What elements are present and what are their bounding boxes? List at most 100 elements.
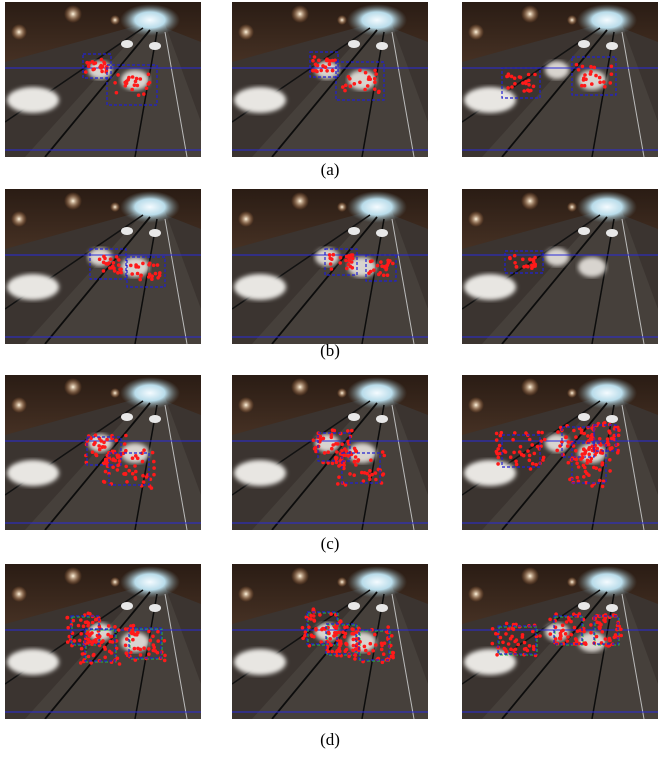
feature-point <box>152 466 156 470</box>
feature-point <box>600 463 604 467</box>
feature-point <box>82 624 86 628</box>
feature-point <box>142 646 146 650</box>
feature-point <box>327 631 331 635</box>
feature-point <box>147 647 151 651</box>
feature-point <box>335 626 339 630</box>
caption: (d) <box>320 730 340 749</box>
feature-point <box>508 257 512 261</box>
feature-point <box>513 261 517 265</box>
feature-point <box>123 442 127 446</box>
feature-point <box>530 443 534 447</box>
feature-point <box>331 443 335 447</box>
feature-point <box>518 75 522 79</box>
feature-point <box>504 450 508 454</box>
feature-point <box>95 454 99 458</box>
feature-point <box>368 474 372 478</box>
feature-point <box>136 272 140 276</box>
feature-point <box>575 63 579 67</box>
caption: (c) <box>321 534 340 553</box>
feature-point <box>136 84 140 88</box>
image-panel <box>232 375 428 530</box>
feature-point <box>610 437 614 441</box>
feature-point <box>362 479 366 483</box>
feature-point <box>328 637 332 641</box>
feature-point <box>619 634 623 638</box>
feature-point <box>580 429 584 433</box>
feature-point <box>513 82 517 86</box>
feature-point <box>66 640 70 644</box>
feature-point <box>617 428 621 432</box>
feature-point <box>372 268 376 272</box>
feature-point <box>599 451 603 455</box>
feature-point <box>103 647 107 651</box>
feature-point <box>391 262 395 266</box>
feature-point <box>496 447 500 451</box>
feature-point <box>526 649 530 653</box>
feature-point <box>125 480 129 484</box>
feature-point <box>326 461 330 465</box>
feature-point <box>533 256 537 260</box>
feature-point <box>514 648 518 652</box>
feature-point <box>568 478 572 482</box>
panels <box>5 2 658 719</box>
feature-point <box>589 70 593 74</box>
feature-point <box>566 444 570 448</box>
tunnel-scene <box>462 2 658 157</box>
feature-point <box>339 642 343 646</box>
feature-point <box>524 80 528 84</box>
feature-point <box>129 624 133 628</box>
feature-point <box>604 637 608 641</box>
feature-point <box>533 452 537 456</box>
feature-point <box>510 635 514 639</box>
feature-point <box>326 59 330 63</box>
feature-point <box>316 64 320 68</box>
feature-point <box>73 639 77 643</box>
feature-point <box>598 468 602 472</box>
feature-point <box>348 472 352 476</box>
feature-point <box>373 87 377 91</box>
feature-point <box>79 632 83 636</box>
feature-point <box>104 459 108 463</box>
feature-point <box>373 69 377 73</box>
feature-point <box>152 643 156 647</box>
feature-point <box>343 89 347 93</box>
feature-point <box>574 435 578 439</box>
feature-point <box>533 264 537 268</box>
feature-point <box>156 639 160 643</box>
feature-point <box>510 75 514 79</box>
feature-point <box>145 475 149 479</box>
feature-point <box>319 640 323 644</box>
feature-point <box>374 643 378 647</box>
feature-point <box>350 627 354 631</box>
image-panel <box>462 564 658 719</box>
feature-point <box>582 432 586 436</box>
feature-point <box>516 643 520 647</box>
feature-point <box>139 653 143 657</box>
feature-point <box>370 259 374 263</box>
feature-point <box>149 639 153 643</box>
feature-point <box>526 88 530 92</box>
feature-point <box>156 651 160 655</box>
image-panel <box>5 375 201 530</box>
feature-point <box>142 448 146 452</box>
feature-point <box>505 650 509 654</box>
tunnel-scene <box>462 375 658 530</box>
feature-point <box>575 462 579 466</box>
feature-point <box>339 256 343 260</box>
feature-point <box>496 462 500 466</box>
feature-point <box>312 69 316 73</box>
feature-point <box>532 260 536 264</box>
feature-point <box>583 84 587 88</box>
feature-point <box>148 81 152 85</box>
feature-point <box>91 621 95 625</box>
feature-point <box>115 453 119 457</box>
feature-point <box>363 88 367 92</box>
feature-point <box>491 642 495 646</box>
feature-point <box>351 253 355 257</box>
feature-point <box>346 429 350 433</box>
feature-point <box>115 255 119 259</box>
feature-point <box>582 642 586 646</box>
tunnel-scene <box>232 564 428 719</box>
feature-point <box>369 458 373 462</box>
feature-point <box>345 643 349 647</box>
